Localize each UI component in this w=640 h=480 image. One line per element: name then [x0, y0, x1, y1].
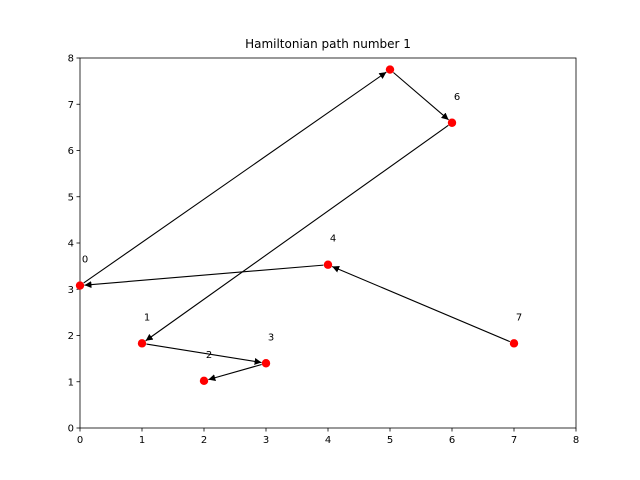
x-tick-label: 6	[449, 435, 455, 446]
node-point	[75, 281, 85, 290]
y-tick-label: 5	[68, 192, 74, 203]
path-edge-arrow	[393, 72, 449, 121]
path-edge-arrow	[208, 363, 262, 382]
node-point	[509, 339, 519, 348]
y-tick-label: 3	[68, 285, 74, 296]
y-tick-label: 0	[68, 424, 74, 435]
x-tick-label: 4	[325, 435, 331, 446]
node-point	[447, 118, 457, 127]
y-tick-label: 7	[68, 100, 74, 111]
chart-title: Hamiltonian path number 1	[245, 37, 411, 51]
node-point	[137, 339, 147, 348]
y-tick-label: 4	[68, 239, 74, 250]
y-tick-label: 6	[68, 146, 74, 157]
path-edges	[83, 71, 511, 382]
y-tick-label: 1	[68, 377, 74, 388]
path-edge-arrow	[146, 343, 262, 365]
path-edge-arrow	[331, 265, 511, 343]
node-label: 3	[268, 332, 274, 343]
node-point	[199, 376, 209, 386]
x-tick-label: 7	[511, 435, 517, 446]
path-nodes	[75, 65, 519, 386]
plot-area	[79, 57, 577, 429]
node-label: 2	[206, 350, 212, 361]
y-axis: 0 1 2 3 4 5 6 7 8	[68, 54, 80, 435]
node-label: 6	[454, 92, 460, 103]
x-tick-label: 5	[387, 435, 393, 446]
node-point	[323, 260, 333, 269]
x-tick-label: 8	[573, 435, 579, 446]
y-tick-label: 2	[68, 331, 74, 342]
y-tick-label: 8	[68, 54, 74, 65]
node-label: 4	[330, 234, 336, 245]
path-edge-arrow	[145, 124, 449, 342]
x-tick-label: 2	[201, 435, 207, 446]
x-axis: 0 1 2 3 4 5 6 7 8	[77, 428, 579, 446]
node-label: 7	[516, 312, 522, 323]
node-label: 1	[144, 312, 150, 323]
x-tick-label: 1	[139, 435, 145, 446]
path-edge-arrow	[84, 264, 324, 289]
path-edge-arrow	[83, 71, 387, 284]
node-label: 0	[82, 255, 88, 266]
x-tick-label: 3	[263, 435, 269, 446]
node-labels: 0 1 2 3 4 6 7	[82, 92, 522, 361]
node-point	[385, 65, 395, 74]
node-point	[261, 359, 271, 368]
x-tick-label: 0	[77, 435, 83, 446]
